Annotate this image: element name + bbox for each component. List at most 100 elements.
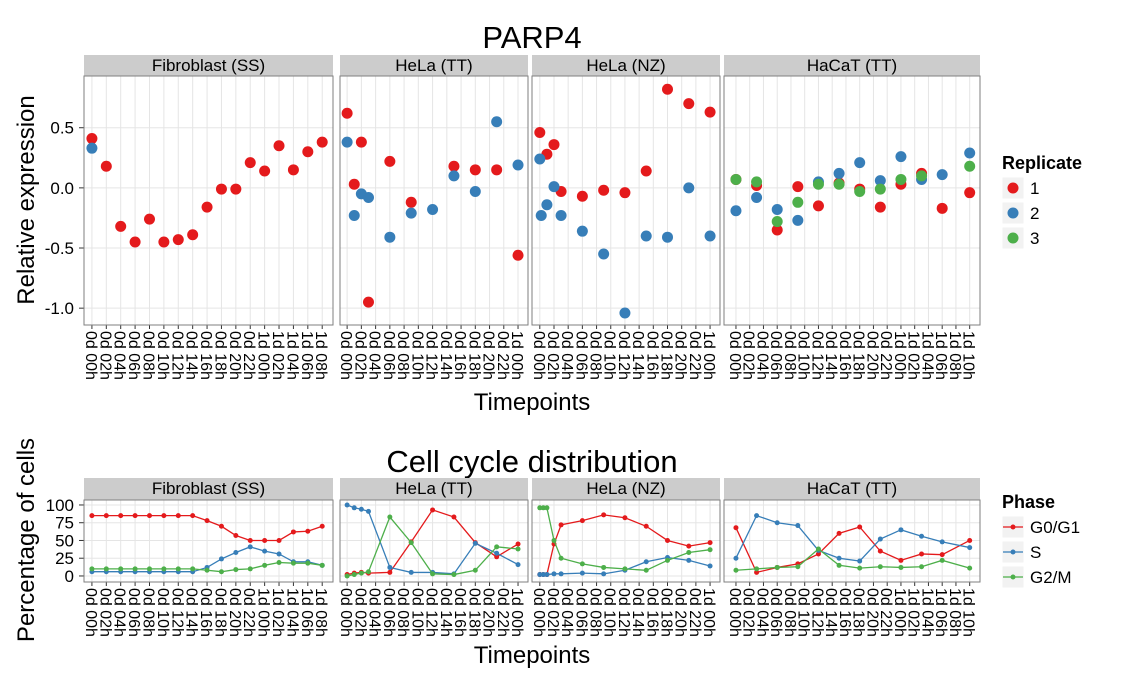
x-tick-label: 0d 00h: [530, 588, 547, 637]
point: [967, 565, 973, 571]
point: [358, 506, 364, 512]
x-tick-label: 0d 16h: [643, 588, 660, 637]
point: [683, 182, 695, 194]
point: [351, 505, 357, 511]
legend-label: G2/M: [1030, 568, 1072, 587]
point: [622, 566, 628, 572]
point: [118, 513, 124, 519]
point: [895, 151, 907, 163]
x-tick-label: 1d 00h: [508, 331, 525, 380]
x-tick-label: 0d 02h: [740, 588, 757, 637]
x-tick-label: 0d 14h: [183, 588, 200, 637]
x-tick-label: 0d 20h: [226, 588, 243, 637]
point: [579, 570, 585, 576]
point: [158, 236, 170, 248]
panel-border: [531, 75, 721, 326]
panel: [340, 500, 528, 582]
point: [287, 164, 299, 176]
point: [146, 566, 152, 572]
point: [100, 160, 112, 172]
facet-label: HaCaT (TT): [807, 56, 897, 75]
point: [815, 546, 821, 552]
series-line: [735, 548, 970, 571]
point: [833, 178, 845, 190]
legend-swatch: [1010, 574, 1016, 580]
point: [558, 555, 564, 561]
point: [86, 142, 98, 154]
point: [836, 562, 842, 568]
facet-label: HeLa (TT): [395, 479, 472, 498]
x-tick-label: 0d 20h: [226, 331, 243, 380]
point: [387, 514, 393, 520]
x-tick-label: 0d 14h: [437, 588, 454, 637]
point: [512, 249, 524, 261]
point: [362, 296, 374, 308]
point: [273, 140, 285, 152]
x-tick-label: 0d 20h: [672, 331, 689, 380]
x-tick-label: 0d 00h: [337, 331, 354, 380]
y-tick-label: 50: [55, 531, 74, 550]
legend-swatch: [1010, 549, 1016, 555]
point: [344, 573, 350, 579]
y-tick-label: 0: [65, 567, 74, 586]
point: [795, 564, 801, 570]
point: [792, 214, 804, 226]
point: [537, 505, 543, 511]
facet-strip: [340, 478, 528, 500]
point: [874, 175, 886, 187]
y-tick-label: 100: [46, 496, 74, 515]
facet-strip: [84, 478, 333, 500]
x-tick-label: 0d 04h: [753, 588, 770, 637]
point: [305, 560, 311, 566]
point: [472, 567, 478, 573]
x-tick-label: 0d 12h: [423, 331, 440, 380]
x-tick-label: 0d 14h: [183, 331, 200, 380]
x-axis-label: Timepoints: [474, 389, 590, 416]
x-tick-label: 0d 00h: [726, 331, 743, 380]
x-tick-label: 1d 08h: [946, 588, 963, 637]
point: [895, 173, 907, 185]
point: [754, 513, 760, 519]
point: [494, 544, 500, 550]
x-tick-label: 0d 04h: [753, 331, 770, 380]
point: [204, 567, 210, 573]
point: [358, 570, 364, 576]
point: [290, 560, 296, 566]
x-tick-label: 1d 04h: [918, 588, 935, 637]
point: [964, 187, 976, 199]
point: [430, 507, 436, 513]
point: [771, 204, 783, 216]
x-tick-label: 0d 08h: [587, 588, 604, 637]
point: [276, 559, 282, 565]
point: [795, 523, 801, 529]
x-tick-label: 0d 12h: [808, 588, 825, 637]
x-tick-label: 0d 02h: [96, 588, 113, 637]
facet-strip: [532, 55, 720, 76]
x-tick-label: 0d 22h: [686, 331, 703, 380]
x-tick-label: 0d 18h: [850, 331, 867, 380]
x-tick-label: 0d 04h: [558, 331, 575, 380]
x-tick-label: 0d 16h: [643, 331, 660, 380]
x-tick-label: 0d 00h: [337, 588, 354, 637]
point: [233, 532, 239, 538]
point: [576, 190, 588, 202]
point: [534, 127, 546, 139]
point: [551, 537, 557, 543]
x-tick-label: 0d 10h: [154, 588, 171, 637]
x-tick-label: 1d 00h: [891, 331, 908, 380]
point: [548, 181, 560, 193]
x-tick-label: 0d 10h: [408, 331, 425, 380]
point: [857, 565, 863, 571]
point: [115, 220, 127, 232]
point: [836, 555, 842, 561]
point: [877, 536, 883, 542]
x-tick-label: 0d 02h: [544, 331, 561, 380]
point: [405, 196, 417, 208]
point: [686, 543, 692, 549]
panel: [532, 76, 720, 325]
point: [967, 545, 973, 551]
point: [515, 541, 521, 547]
point: [387, 569, 393, 575]
point: [792, 181, 804, 193]
